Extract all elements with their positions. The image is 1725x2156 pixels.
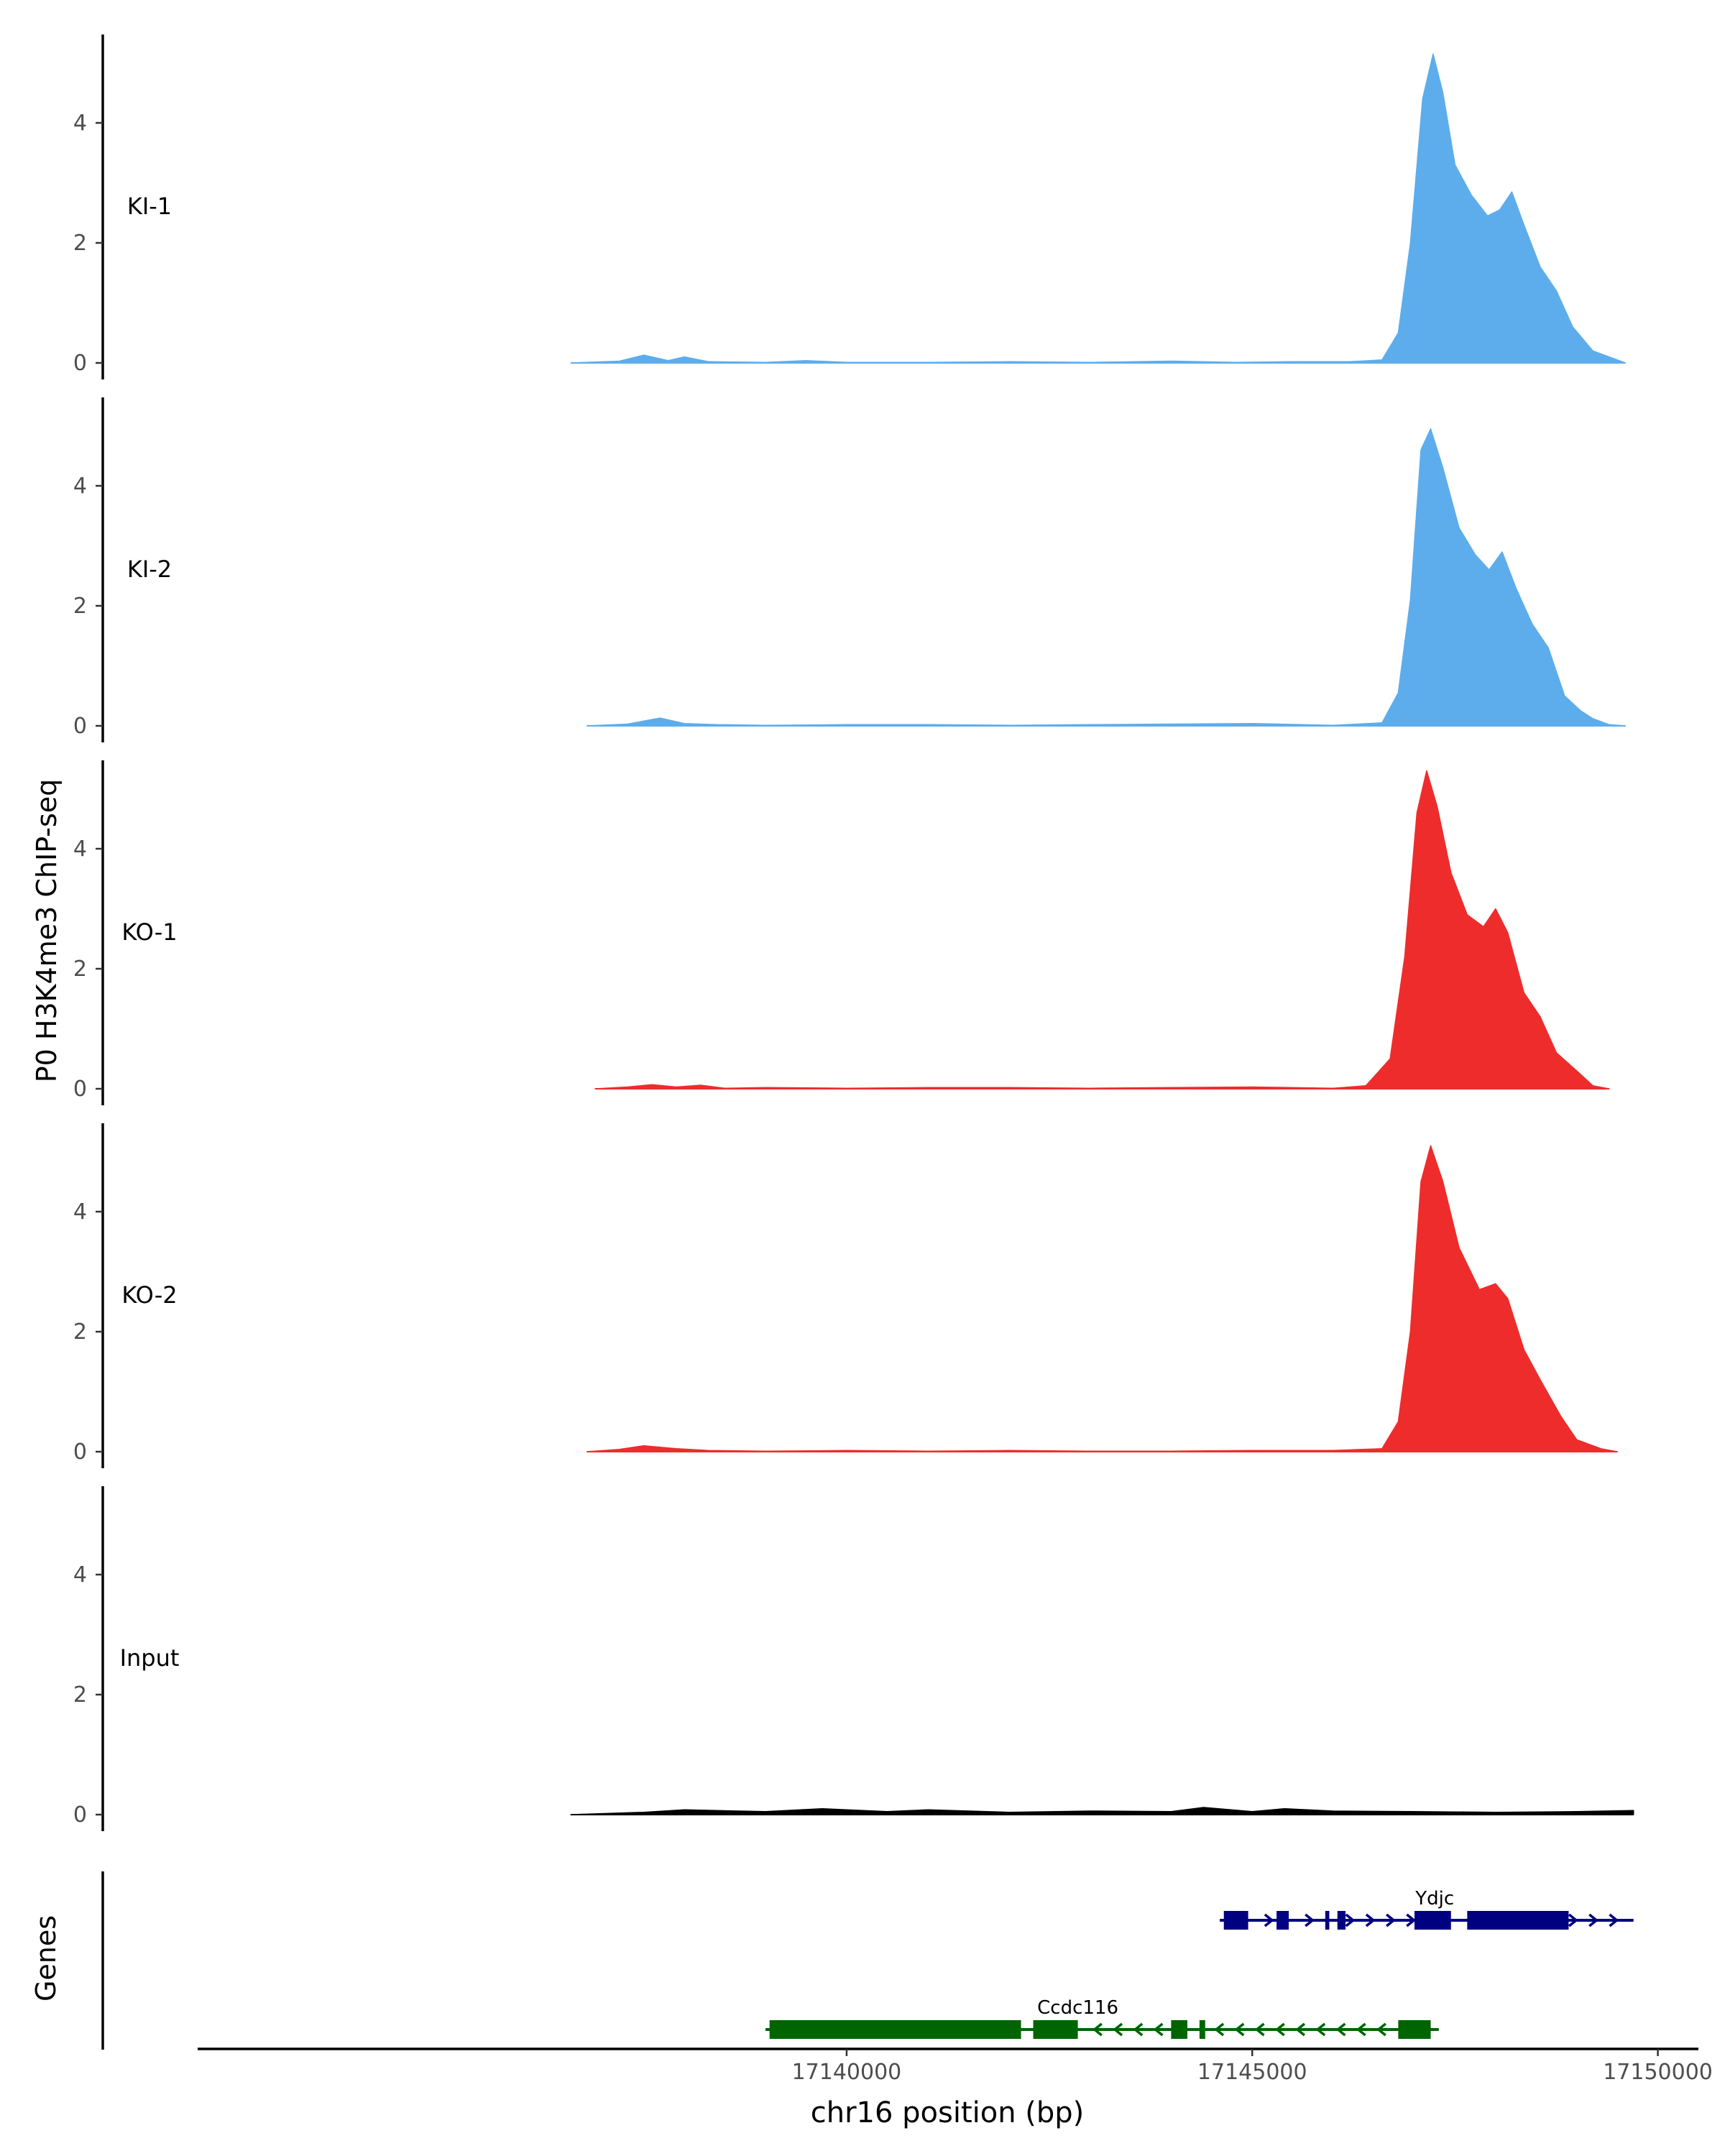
strand-arrow (1254, 2022, 1265, 2037)
y-axis-title: P0 H3K4me3 ChIP-seq (31, 779, 63, 1083)
strand-arrow (1365, 1913, 1376, 1927)
strand-arrow (1113, 2022, 1123, 2037)
y-tick-label: 4 (73, 474, 87, 499)
gene-name-label: Ccdc116 (1037, 1997, 1118, 2019)
exon (1171, 2020, 1187, 2039)
x-tick-label: 17150000 (1603, 2060, 1713, 2085)
exon (1276, 1911, 1289, 1930)
y-tick-label: 4 (73, 111, 87, 136)
strand-arrow (1305, 1913, 1315, 1927)
track-label: KO-2 (121, 1281, 177, 1309)
y-tick-label: 2 (73, 957, 87, 982)
coverage-area (570, 1807, 1634, 1815)
track-label: Input (120, 1644, 180, 1672)
strand-arrow (1133, 2022, 1144, 2037)
strand-arrow (1295, 2022, 1306, 2037)
track-label: KI-2 (127, 556, 172, 583)
strand-arrow (1264, 1913, 1274, 1927)
strand-arrow (1356, 2022, 1366, 2037)
strand-arrow (1092, 2022, 1103, 2037)
y-tick-label: 4 (73, 1562, 87, 1588)
x-axis-title: chr16 position (bp) (811, 2096, 1085, 2129)
track-panel: 0 2 4 KI-1 (73, 34, 1627, 379)
strand-arrow (1376, 2022, 1386, 2037)
gene-model: Ydjc (1220, 1888, 1634, 1930)
strand-arrow (1153, 2022, 1164, 2037)
y-tick-label: 2 (73, 594, 87, 619)
track-panel: 0 2 4 KI-2 (73, 397, 1627, 742)
gene-model: Ccdc116 (765, 1997, 1439, 2039)
track-panel: 0 2 4 KO-1 (73, 760, 1610, 1105)
strand-arrow (1386, 1913, 1396, 1927)
x-tick-label: 17140000 (792, 2060, 902, 2085)
strand-arrow (1568, 1913, 1578, 1927)
y-tick-label: 2 (73, 231, 87, 256)
strand-arrow (1234, 2022, 1245, 2037)
y-tick-label: 4 (73, 837, 87, 862)
track-panel: 0 2 4 KO-2 (73, 1123, 1618, 1468)
y-tick-label: 0 (73, 1077, 87, 1102)
exon (1199, 2020, 1205, 2039)
genes-panel: Ydjc Ccdc116 (101, 1871, 1634, 2050)
y-tick-label: 2 (73, 1319, 87, 1345)
exon (1467, 1911, 1569, 1930)
strand-arrow (1588, 1913, 1599, 1927)
strand-arrow (1214, 2022, 1225, 2037)
strand-arrow (1406, 1913, 1417, 1927)
exon (769, 2020, 1021, 2039)
y-tick-label: 0 (73, 1802, 87, 1828)
strand-arrow (1345, 1913, 1356, 1927)
coverage-area (586, 428, 1627, 727)
y-tick-label: 4 (73, 1199, 87, 1225)
y-tick-label: 0 (73, 1439, 87, 1465)
tracks-layer: 0 2 4 KI-1 0 2 4 KI-2 0 2 4 KO-1 0 2 4 KO-2 0 2 4 Input (73, 34, 1634, 1831)
y-tick-label: 0 (73, 714, 87, 739)
strand-arrow (1335, 2022, 1346, 2037)
coverage-area (570, 53, 1627, 364)
gene-name-label: Ydjc (1414, 1888, 1454, 1909)
exon (1325, 1911, 1330, 1930)
x-axis: 17140000 17145000 17150000 (198, 2047, 1713, 2085)
exon (1223, 1911, 1248, 1930)
exon (1033, 2020, 1078, 2039)
track-panel: 0 2 4 Input (73, 1486, 1634, 1831)
exon (1414, 1911, 1451, 1930)
coverage-area (594, 770, 1610, 1089)
exon (1398, 2020, 1431, 2039)
genes-label: Genes (30, 1915, 62, 2001)
coverage-area (586, 1145, 1618, 1452)
strand-arrow (1315, 2022, 1326, 2037)
y-tick-label: 2 (73, 1682, 87, 1708)
strand-arrow (1609, 1913, 1619, 1927)
y-tick-label: 0 (73, 351, 87, 376)
exon (1337, 1911, 1346, 1930)
x-tick-label: 17145000 (1197, 2060, 1307, 2085)
strand-arrow (1274, 2022, 1285, 2037)
track-label: KO-1 (121, 918, 177, 946)
track-label: KI-1 (127, 193, 172, 220)
